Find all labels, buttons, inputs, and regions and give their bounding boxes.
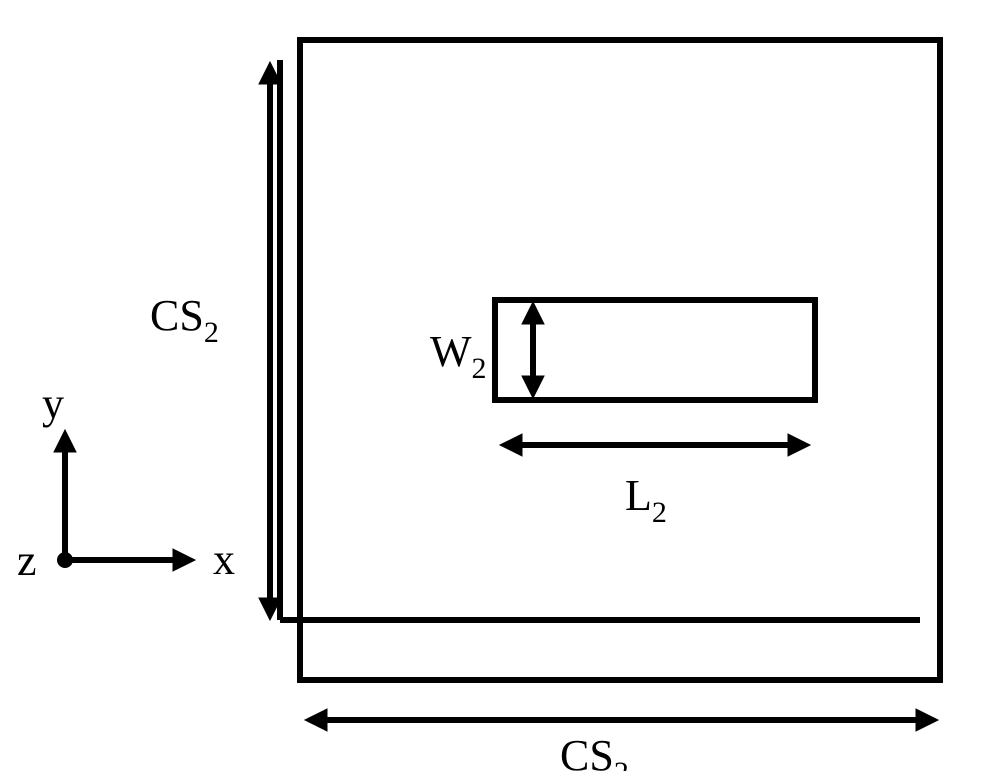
dim-cs2-horizontal-head-b xyxy=(916,709,938,731)
axis-z-label: z xyxy=(17,536,37,585)
dim-cs2-horizontal-head-a xyxy=(305,709,327,731)
dim-l2-head-b xyxy=(788,434,810,456)
label-l2: L2 xyxy=(625,471,667,529)
axis-x-label: x xyxy=(213,535,235,584)
label-w2: W2 xyxy=(430,327,487,385)
dim-w2-head-a xyxy=(522,302,544,324)
axis-y-head xyxy=(54,430,76,452)
inner-rect xyxy=(495,300,815,400)
axis-x-head xyxy=(173,549,195,571)
axis-y-label: y xyxy=(42,379,64,428)
label-cs2-horizontal: CS2 xyxy=(560,731,629,771)
outer-square xyxy=(300,40,940,680)
dim-l2-head-a xyxy=(500,434,522,456)
axis-z-dot-icon xyxy=(57,552,73,568)
label-cs2-vertical: CS2 xyxy=(150,291,219,349)
dim-w2-head-b xyxy=(522,376,544,398)
diagram-canvas: CS2 CS2 W2 L2 y x z xyxy=(0,0,984,771)
